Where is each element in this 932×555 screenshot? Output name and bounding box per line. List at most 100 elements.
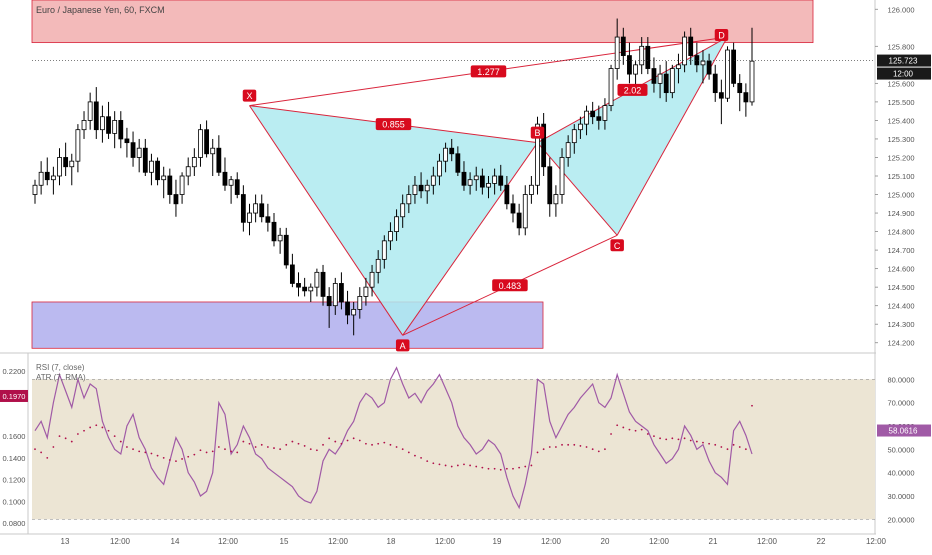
- candle-body: [130, 142, 136, 158]
- candle-body: [50, 175, 56, 181]
- candle-body: [216, 147, 222, 173]
- atr-dot: [162, 456, 165, 459]
- atr-dot: [720, 446, 723, 448]
- atr-last-label: 0.1970: [3, 392, 26, 401]
- candle-body: [283, 234, 289, 266]
- price-tick-label: 125.400: [887, 116, 914, 125]
- price-tick-label: 124.500: [887, 283, 914, 292]
- price-tick-label: 126.000: [887, 5, 914, 14]
- candle-body: [210, 147, 216, 155]
- atr-dot: [438, 463, 441, 466]
- time-tick-label: 14: [171, 537, 180, 546]
- atr-dot: [217, 446, 220, 448]
- candle-body: [100, 116, 105, 131]
- candle-body: [204, 129, 209, 155]
- atr-dot: [389, 443, 392, 446]
- atr-dot: [205, 451, 208, 454]
- atr-dot: [181, 458, 183, 460]
- point-label-x-bg: [242, 89, 257, 102]
- candle-body: [136, 147, 142, 158]
- rsi-tick-label: 70.0000: [887, 399, 914, 408]
- atr-dot: [303, 445, 306, 447]
- candle-body: [418, 184, 424, 192]
- candle-body: [388, 231, 393, 242]
- candle-body: [332, 283, 338, 307]
- atr-dot: [579, 445, 582, 447]
- candle-body: [412, 184, 418, 195]
- rsi-band: [32, 379, 875, 520]
- candle-body: [510, 203, 516, 214]
- atr-dot: [291, 440, 294, 443]
- atr-dot: [395, 446, 398, 448]
- demand-zone: [31, 301, 544, 349]
- leg-ab: [402, 142, 538, 336]
- price-tick-label: 124.200: [887, 339, 914, 348]
- atr-dot: [144, 451, 147, 454]
- atr-dot: [738, 446, 741, 448]
- atr-dot: [548, 446, 551, 448]
- candle-body: [394, 216, 399, 232]
- candle-body: [486, 183, 491, 188]
- candle-body: [467, 179, 473, 186]
- atr-dot: [475, 465, 478, 468]
- candle-body: [69, 160, 75, 168]
- ratio-label-bg: [617, 83, 648, 96]
- candle-body: [155, 160, 160, 181]
- candle-body: [271, 221, 277, 242]
- atr-dot: [309, 448, 312, 451]
- time-tick-label: 12:00: [218, 537, 239, 546]
- candle-body: [296, 283, 301, 288]
- atr-dot: [383, 441, 386, 444]
- last-price-box: [877, 54, 931, 67]
- atr-dot: [732, 443, 735, 446]
- atr-tick-label: 0.1200: [3, 476, 26, 485]
- atr-dot: [456, 464, 459, 467]
- candle-body: [345, 301, 350, 316]
- price-tick-label: 125.600: [887, 79, 914, 88]
- candle-body: [424, 184, 430, 192]
- atr-dot: [70, 440, 73, 443]
- candle-body: [688, 36, 694, 56]
- candle-body: [479, 175, 485, 188]
- atr-dot: [573, 443, 576, 446]
- atr-dot: [230, 450, 233, 453]
- candle-body: [400, 203, 406, 218]
- atr-dot: [505, 467, 508, 470]
- atr-dot: [119, 440, 122, 443]
- atr-dot: [224, 448, 226, 451]
- candle-body: [118, 120, 124, 140]
- price-tick-label: 125.000: [887, 191, 914, 200]
- pattern-bcd-fill: [537, 37, 728, 236]
- candle-body: [718, 92, 724, 99]
- candle-body: [185, 166, 191, 177]
- atr-dot: [414, 454, 416, 457]
- ratio-label: 1.277: [477, 67, 500, 77]
- candle-body: [633, 64, 638, 75]
- candle-body: [93, 101, 99, 131]
- atr-dot: [248, 442, 251, 445]
- candle-body: [547, 166, 553, 205]
- candle-body: [44, 171, 50, 181]
- point-label-d-bg: [714, 29, 729, 42]
- atr-dot: [76, 433, 79, 435]
- candle-body: [596, 116, 602, 121]
- atr-dot: [340, 442, 343, 445]
- candle-body: [63, 157, 69, 168]
- atr-dot: [113, 435, 116, 438]
- candle-body: [75, 129, 81, 162]
- atr-dot: [585, 446, 588, 448]
- candle-body: [443, 147, 448, 162]
- rsi-tick-label: 80.0000: [887, 375, 914, 384]
- candle-body: [731, 49, 737, 84]
- candle-body: [81, 120, 87, 131]
- atr-dot: [708, 442, 711, 445]
- candle-body: [265, 216, 271, 223]
- candle-body: [504, 184, 510, 205]
- time-tick-label: 12:00: [649, 537, 670, 546]
- atr-dot: [689, 439, 692, 442]
- candle-body: [32, 184, 38, 195]
- atr-dot: [236, 451, 239, 454]
- candle-body: [492, 175, 498, 184]
